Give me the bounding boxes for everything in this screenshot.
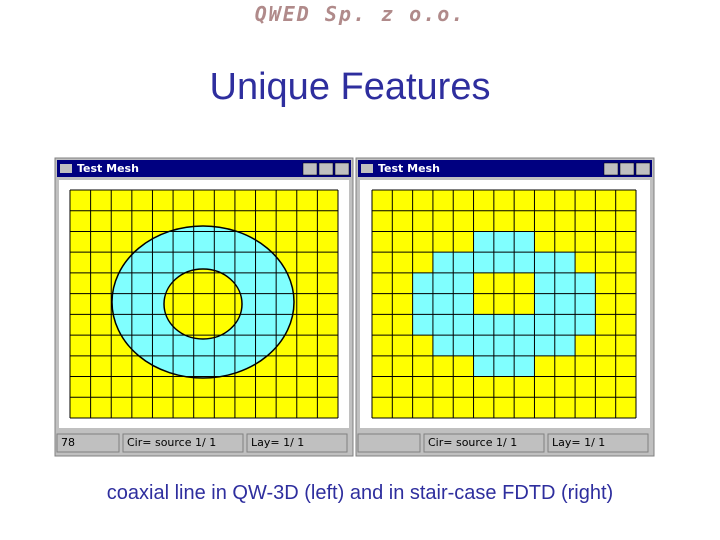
staircase-cell (493, 252, 515, 273)
status-field (357, 433, 421, 453)
status-text: Lay= 1/ 1 (251, 436, 304, 449)
staircase-cell (514, 252, 535, 273)
staircase-cell (493, 335, 515, 356)
staircase-cell (493, 314, 515, 336)
staircase-cell (575, 293, 596, 315)
staircase-cell (534, 335, 555, 356)
window-max-button (318, 162, 334, 176)
staircase-cell (412, 293, 433, 315)
staircase-cell (534, 293, 555, 315)
staircase-cell (575, 314, 596, 336)
staircase-cell (493, 355, 515, 377)
inner-outline (163, 268, 243, 340)
staircase-cell (514, 355, 535, 377)
staircase-cell (554, 335, 576, 356)
staircase-cell (534, 272, 555, 294)
status-text: 78 (61, 436, 75, 449)
staircase-cell (534, 314, 555, 336)
outer-outline (111, 225, 295, 379)
status-field (246, 433, 348, 453)
status-field (56, 433, 120, 453)
staircase-cell (514, 335, 535, 356)
status-text: Cir= source 1/ 1 (428, 436, 517, 449)
company-header: QWED Sp. z o.o. (254, 2, 466, 26)
title-bar (358, 160, 652, 177)
staircase-cell (514, 231, 535, 253)
staircase-cell (473, 335, 494, 356)
staircase-cell (554, 252, 576, 273)
staircase-cell (453, 252, 474, 273)
staircase-cell (453, 314, 474, 336)
window-min-button (603, 162, 619, 176)
staircase-cell (473, 314, 494, 336)
window-min-button (302, 162, 318, 176)
staircase-cell (473, 355, 494, 377)
window-title: Test Mesh (378, 162, 440, 175)
staircase-cell (554, 314, 576, 336)
window-title: Test Mesh (77, 162, 139, 175)
staircase-cell (453, 272, 474, 294)
staircase-cell (534, 252, 555, 273)
staircase-cell (453, 293, 474, 315)
mesh-background (372, 190, 636, 418)
staircase-cell (554, 272, 576, 294)
status-field (547, 433, 649, 453)
staircase-cell (493, 231, 515, 253)
staircase-cell (514, 314, 535, 336)
staircase-cell (432, 252, 454, 273)
app-icon (60, 164, 72, 173)
staircase-cell (453, 335, 474, 356)
slide-title: Unique Features (209, 66, 491, 108)
staircase-cell (432, 335, 454, 356)
staircase-cell (432, 272, 454, 294)
staircase-cell (432, 293, 454, 315)
status-field (423, 433, 545, 453)
status-field (122, 433, 244, 453)
app-icon (361, 164, 373, 173)
staircase-cell (554, 293, 576, 315)
title-bar (57, 160, 351, 177)
caption: coaxial line in QW-3D (left) and in stai… (106, 482, 614, 504)
staircase-cell (575, 272, 596, 294)
status-text: Cir= source 1/ 1 (127, 436, 216, 449)
staircase-cell (473, 231, 494, 253)
staircase-cell (412, 314, 433, 336)
window-close-button (334, 162, 350, 176)
window-close-button (635, 162, 651, 176)
staircase-cell (432, 314, 454, 336)
inner-conductor (164, 269, 242, 339)
status-text: Lay= 1/ 1 (552, 436, 605, 449)
window-max-button (619, 162, 635, 176)
staircase-cell (473, 252, 494, 273)
staircase-cell (412, 272, 433, 294)
screenshots: Test Mesh 78 Cir= source 1/ 1 Lay= 1/ 1 Test… (54, 157, 655, 457)
